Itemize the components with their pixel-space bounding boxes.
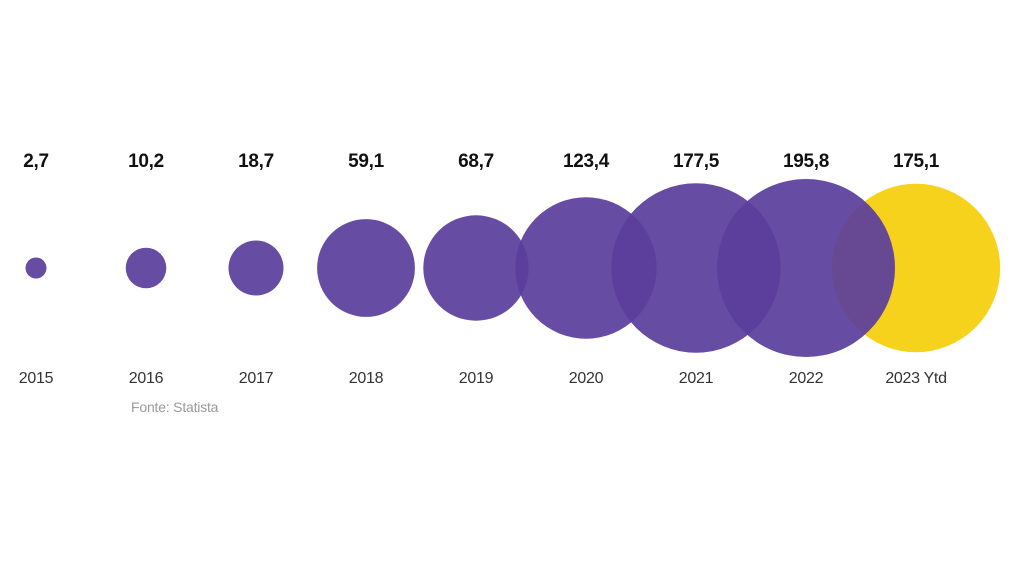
year-label: 2020 [569,370,604,387]
value-label: 177,5 [673,151,720,172]
bubble-2018 [317,219,415,317]
year-label: 2022 [789,370,824,387]
value-label: 59,1 [348,151,385,172]
year-label: 2015 [19,370,54,387]
bubble-2016 [125,247,167,289]
value-label: 175,1 [893,151,940,172]
year-label: 2017 [239,370,274,387]
bubble-2017 [228,240,284,296]
year-label: 2021 [679,370,714,387]
value-label: 123,4 [563,151,610,172]
year-labels-layer: 2015 2016 2017 2018 2019 2020 2021 2022 2023 Ytd [19,370,947,387]
value-label: 18,7 [238,151,274,172]
value-label: 68,7 [458,151,494,172]
year-label: 2023 Ytd [885,370,946,387]
bubble-2015 [25,257,47,279]
bubbles-layer [25,179,1001,357]
bubble-2019 [423,215,529,321]
year-label: 2016 [129,370,164,387]
value-labels-layer: 2,7 10,2 18,7 59,1 68,7 123,4 177,5 195,8 175,1 [23,151,940,172]
value-label: 195,8 [783,151,829,172]
bubble-2022 [717,179,895,357]
year-label: 2018 [349,370,384,387]
value-label: 10,2 [128,151,164,172]
year-label: 2019 [459,370,494,387]
source-note: Fonte: Statista [131,399,219,415]
value-label: 2,7 [23,151,49,172]
